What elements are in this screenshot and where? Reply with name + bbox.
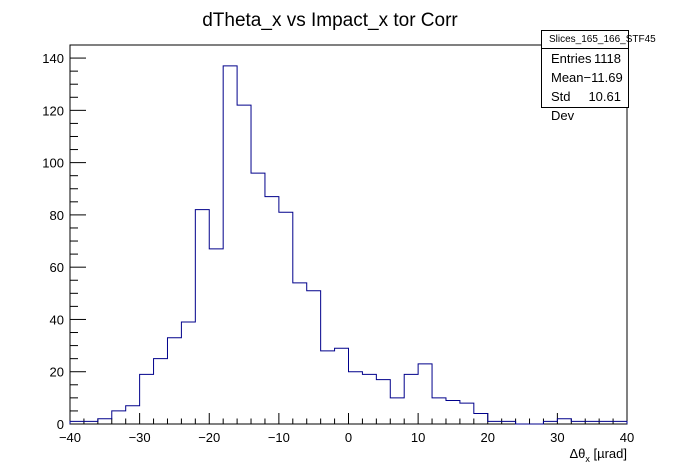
- x-tick-label: 0: [345, 430, 352, 445]
- stats-row-mean: Mean −11.69: [542, 68, 628, 87]
- stats-box-title: Slices_165_166_STF45: [542, 31, 656, 49]
- x-tick-label: −30: [129, 430, 151, 445]
- x-tick-label: 30: [550, 430, 564, 445]
- x-axis-label-sub: x: [585, 454, 590, 464]
- y-tick-label: 100: [42, 156, 64, 171]
- stats-row-entries: Entries 1118: [542, 49, 628, 68]
- x-tick-label: 40: [620, 430, 634, 445]
- stats-label: Mean: [551, 70, 584, 85]
- y-tick-label: 0: [57, 417, 64, 432]
- y-tick-label: 120: [42, 103, 64, 118]
- y-tick-label: 20: [50, 365, 64, 380]
- stats-label: Entries: [551, 51, 592, 66]
- x-tick-label: −20: [198, 430, 220, 445]
- stats-row-std-dev: Std Dev 10.61: [542, 87, 628, 123]
- x-axis: −40 −30 −20 −10 0 10 20 30 40: [59, 413, 634, 445]
- stats-box: Slices_165_166_STF45 Entries 1118 Mean −…: [541, 30, 656, 123]
- x-axis-label: Δθx [µrad]: [569, 446, 627, 464]
- stats-value: 10.61: [588, 89, 621, 104]
- histogram-series-line: [69, 65, 628, 425]
- x-axis-label-unit: [µrad]: [590, 446, 627, 461]
- y-axis: 0 20 40 60 80 100 120 140: [42, 44, 86, 432]
- x-tick-label: −10: [268, 430, 290, 445]
- stats-label: Std Dev: [551, 89, 575, 123]
- stats-value: 1118: [594, 51, 621, 66]
- x-tick-label: 10: [411, 430, 425, 445]
- chart-title: dTheta_x vs Impact_x tor Corr: [202, 10, 458, 31]
- stats-value: −11.69: [583, 70, 623, 85]
- x-tick-label: 20: [481, 430, 495, 445]
- y-tick-label: 80: [50, 208, 64, 223]
- y-tick-label: 40: [50, 312, 64, 327]
- y-tick-label: 60: [50, 260, 64, 275]
- x-axis-label-main: Δθ: [569, 446, 585, 461]
- x-tick-label: −40: [59, 430, 81, 445]
- y-tick-label: 140: [42, 51, 64, 66]
